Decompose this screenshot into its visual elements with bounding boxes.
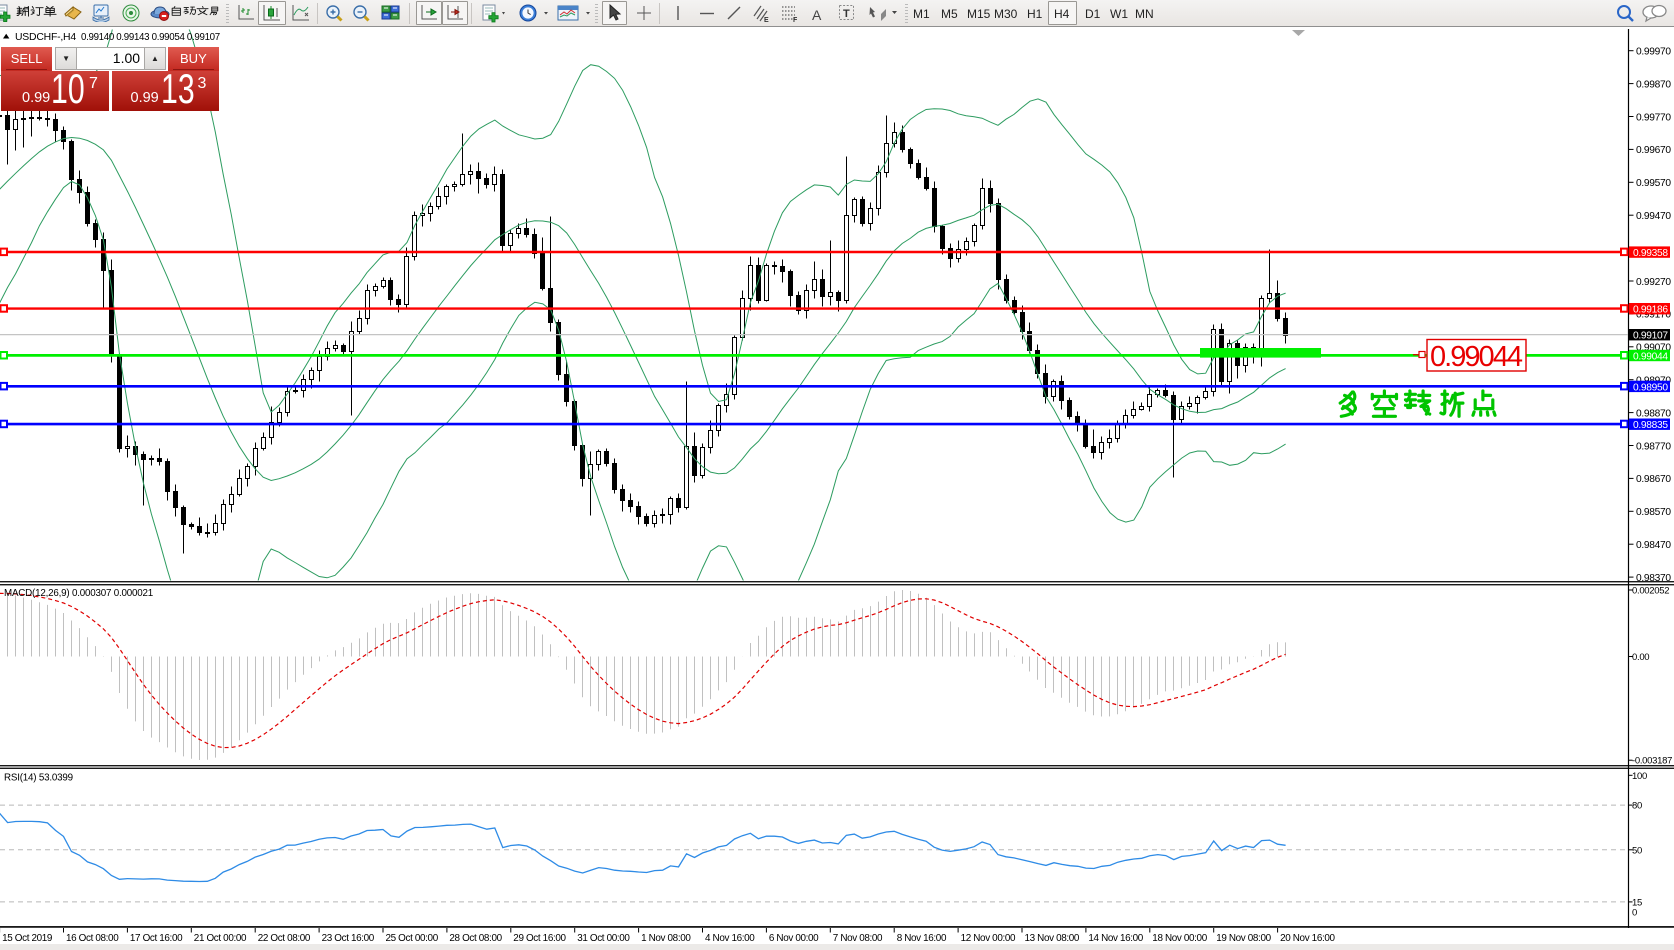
- svg-text:0.99140 0.99143 0.99054 0.9910: 0.99140 0.99143 0.99054 0.99107: [81, 32, 220, 43]
- svg-text:7 Nov 08:00: 7 Nov 08:00: [833, 933, 883, 944]
- svg-text:0.98770: 0.98770: [1636, 441, 1671, 452]
- svg-text:100: 100: [1632, 771, 1647, 782]
- svg-text:0.99186: 0.99186: [1633, 305, 1668, 316]
- svg-text:22 Oct 08:00: 22 Oct 08:00: [258, 933, 311, 944]
- svg-text:0.99970: 0.99970: [1636, 47, 1671, 58]
- svg-text:12 Nov 00:00: 12 Nov 00:00: [961, 933, 1016, 944]
- svg-text:T: T: [843, 8, 850, 20]
- svg-text:-0.003187: -0.003187: [1632, 756, 1672, 767]
- svg-text:F: F: [793, 17, 798, 23]
- svg-text:28 Oct 08:00: 28 Oct 08:00: [449, 933, 502, 944]
- svg-text:20 Nov 16:00: 20 Nov 16:00: [1280, 933, 1335, 944]
- svg-text:0.99107: 0.99107: [1633, 331, 1668, 342]
- svg-text:23 Oct 16:00: 23 Oct 16:00: [322, 933, 375, 944]
- svg-text:0.99870: 0.99870: [1636, 79, 1671, 90]
- svg-text:USDCHF-,H4: USDCHF-,H4: [15, 32, 76, 43]
- svg-text:0.99070: 0.99070: [1636, 343, 1671, 354]
- svg-text:0.98950: 0.98950: [1633, 382, 1668, 393]
- svg-text:18 Nov 00:00: 18 Nov 00:00: [1152, 933, 1207, 944]
- svg-text:4 Nov 16:00: 4 Nov 16:00: [705, 933, 755, 944]
- svg-text:0.99270: 0.99270: [1636, 277, 1671, 288]
- svg-text:15 Oct 2019: 15 Oct 2019: [2, 933, 53, 944]
- svg-text:50: 50: [1632, 845, 1642, 856]
- svg-text:13 Nov 08:00: 13 Nov 08:00: [1025, 933, 1080, 944]
- svg-text:0.00: 0.00: [1632, 652, 1649, 663]
- svg-text:0.99044: 0.99044: [1633, 351, 1668, 362]
- svg-text:E: E: [764, 17, 769, 23]
- svg-text:0.98570: 0.98570: [1636, 507, 1671, 518]
- svg-text:0.98835: 0.98835: [1633, 420, 1668, 431]
- svg-text:0.98870: 0.98870: [1636, 408, 1671, 419]
- svg-text:25 Oct 00:00: 25 Oct 00:00: [386, 933, 439, 944]
- svg-text:MACD(12,26,9) 0.000307 0.00002: MACD(12,26,9) 0.000307 0.000021: [4, 588, 153, 599]
- svg-text:29 Oct 16:00: 29 Oct 16:00: [513, 933, 566, 944]
- svg-text:0.98670: 0.98670: [1636, 474, 1671, 485]
- svg-text:0.98470: 0.98470: [1636, 540, 1671, 551]
- svg-text:14 Nov 16:00: 14 Nov 16:00: [1088, 933, 1143, 944]
- svg-text:0.002052: 0.002052: [1632, 586, 1669, 597]
- svg-text:0.98370: 0.98370: [1636, 573, 1671, 584]
- svg-text:17 Oct 16:00: 17 Oct 16:00: [130, 933, 183, 944]
- svg-text:19 Nov 08:00: 19 Nov 08:00: [1216, 933, 1271, 944]
- svg-text:15: 15: [1632, 897, 1642, 908]
- svg-text:6 Nov 00:00: 6 Nov 00:00: [769, 933, 819, 944]
- svg-text:31 Oct 00:00: 31 Oct 00:00: [577, 933, 630, 944]
- svg-text:21 Oct 00:00: 21 Oct 00:00: [194, 933, 247, 944]
- svg-text:0.99670: 0.99670: [1636, 145, 1671, 156]
- svg-text:16 Oct 08:00: 16 Oct 08:00: [66, 933, 119, 944]
- svg-text:0.99170: 0.99170: [1636, 310, 1671, 321]
- svg-text:8 Nov 16:00: 8 Nov 16:00: [897, 933, 947, 944]
- svg-text:0.99358: 0.99358: [1633, 248, 1668, 259]
- svg-text:0.99570: 0.99570: [1636, 178, 1671, 189]
- svg-text:0.99470: 0.99470: [1636, 211, 1671, 222]
- svg-text:80: 80: [1632, 801, 1642, 812]
- svg-text:RSI(14) 53.0399: RSI(14) 53.0399: [4, 773, 73, 784]
- svg-text:0.99044: 0.99044: [1430, 341, 1523, 373]
- svg-text:0: 0: [1632, 908, 1637, 919]
- svg-text:0.99770: 0.99770: [1636, 112, 1671, 123]
- svg-text:1 Nov 08:00: 1 Nov 08:00: [641, 933, 691, 944]
